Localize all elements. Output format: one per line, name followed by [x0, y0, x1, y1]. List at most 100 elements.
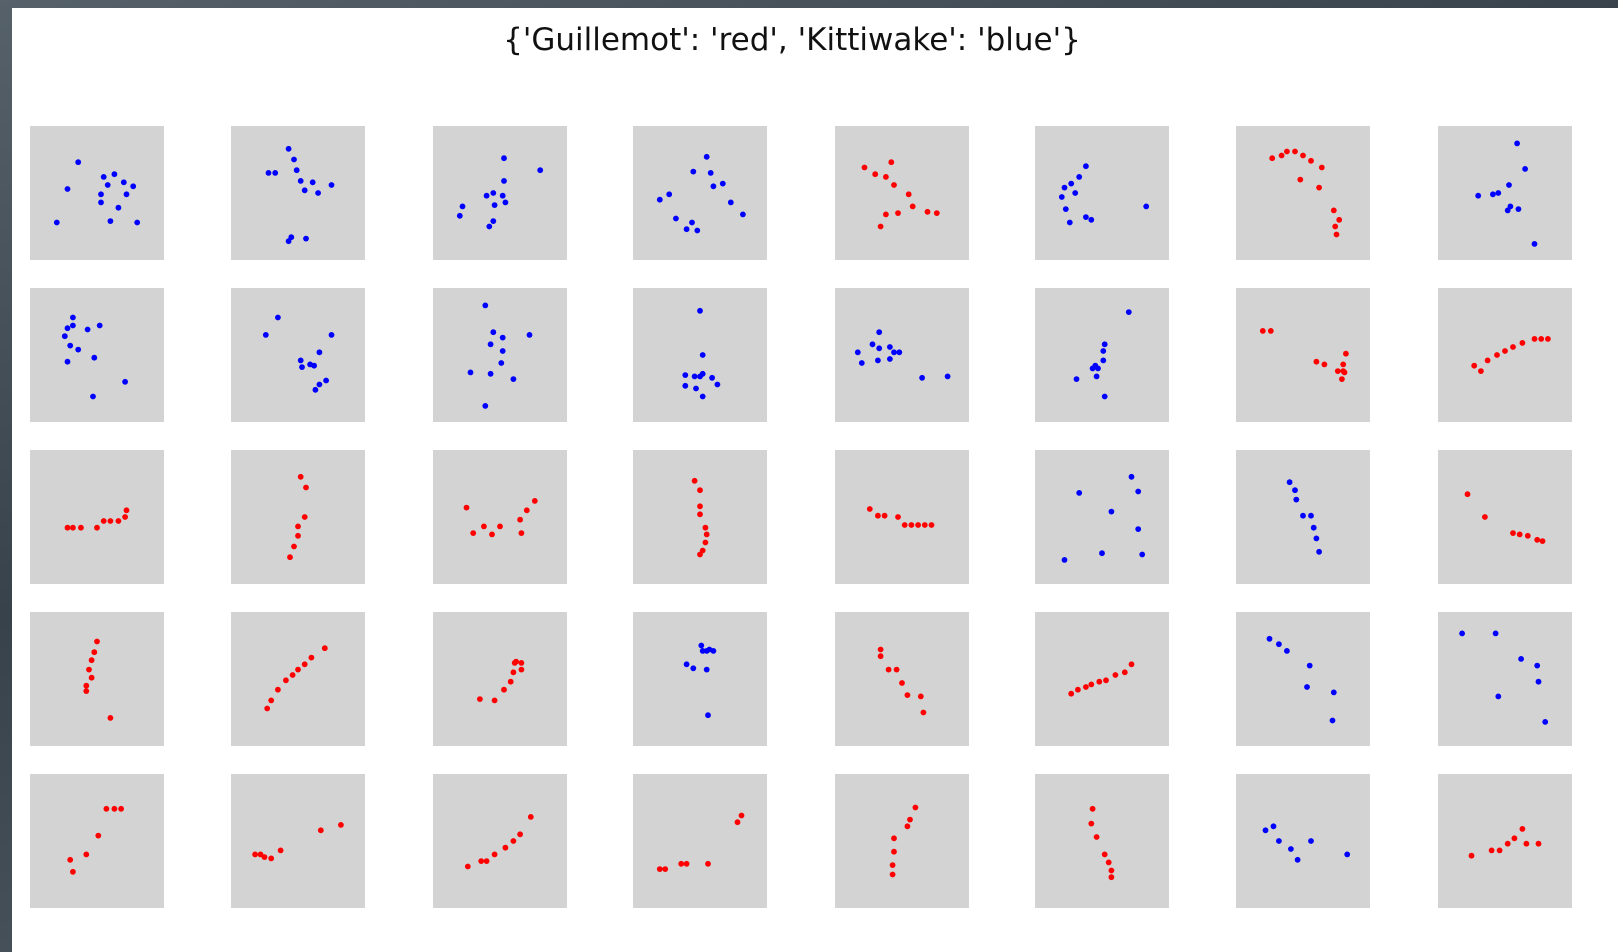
data-point: [1484, 357, 1491, 364]
panel-background: [231, 450, 365, 584]
data-point: [1321, 361, 1328, 368]
data-point: [1266, 635, 1273, 642]
data-point: [1294, 856, 1301, 863]
data-point: [702, 539, 709, 546]
data-point: [328, 332, 335, 338]
data-point: [277, 847, 284, 854]
data-point: [1523, 840, 1530, 847]
data-point: [895, 514, 901, 520]
data-point: [709, 374, 715, 381]
data-point: [719, 180, 726, 187]
data-point: [499, 348, 506, 354]
data-point: [299, 364, 305, 370]
data-point: [887, 344, 893, 350]
scatter-panel: [1035, 450, 1169, 584]
data-point: [876, 329, 883, 336]
data-point: [866, 506, 873, 512]
panel-background: [433, 774, 567, 908]
data-point: [1495, 693, 1502, 700]
data-point: [83, 682, 90, 689]
data-point: [1534, 536, 1541, 543]
data-point: [285, 145, 292, 152]
data-point: [896, 349, 903, 356]
data-point: [291, 156, 297, 163]
data-point: [1288, 846, 1294, 852]
data-point: [703, 153, 710, 160]
data-point: [1072, 190, 1079, 196]
scatter-panel: [231, 450, 365, 584]
data-point: [501, 178, 507, 184]
panel-background: [231, 126, 365, 260]
data-point: [293, 167, 300, 174]
scatter-panel: [835, 450, 969, 584]
data-point: [1478, 368, 1484, 374]
data-point: [1519, 340, 1526, 346]
panel-background: [1236, 612, 1370, 746]
scatter-panel: [30, 126, 164, 260]
data-point: [103, 805, 110, 812]
data-point: [1083, 214, 1089, 221]
data-point: [1308, 838, 1314, 844]
data-point: [303, 235, 309, 242]
data-point: [710, 648, 717, 654]
data-point: [315, 190, 321, 196]
data-point: [1318, 164, 1325, 171]
data-point: [1286, 479, 1293, 486]
data-point: [487, 341, 494, 348]
data-point: [690, 168, 697, 175]
data-point: [470, 530, 477, 536]
data-point: [78, 524, 84, 531]
data-point: [928, 522, 935, 528]
data-point: [705, 860, 711, 867]
data-point: [261, 854, 268, 860]
data-point: [697, 307, 703, 314]
scatter-panel: [30, 612, 164, 746]
data-point: [499, 192, 506, 199]
data-point: [70, 314, 76, 321]
data-point: [1088, 820, 1095, 827]
data-point: [526, 332, 533, 338]
data-point: [899, 680, 905, 686]
data-point: [477, 696, 483, 702]
data-point: [1300, 512, 1306, 519]
data-point: [869, 341, 876, 348]
data-point: [1333, 231, 1340, 238]
data-point: [924, 208, 931, 215]
data-point: [698, 642, 705, 649]
data-point: [1535, 840, 1542, 847]
data-point: [90, 393, 96, 400]
data-point: [64, 325, 71, 332]
data-point: [1506, 182, 1512, 188]
data-point: [1306, 662, 1313, 669]
scatter-panel: [1438, 126, 1572, 260]
scatter-panel: [1236, 774, 1370, 908]
data-point: [705, 712, 711, 719]
data-point: [699, 370, 706, 377]
scatter-panel: [1035, 774, 1169, 908]
data-point: [120, 179, 127, 186]
data-point: [888, 159, 895, 166]
panel-background: [30, 450, 164, 584]
data-point: [498, 360, 505, 366]
data-point: [1076, 174, 1083, 180]
data-point: [1334, 368, 1341, 374]
scatter-panel: [231, 288, 365, 422]
data-point: [920, 709, 927, 716]
data-point: [491, 202, 498, 209]
scatter-panel: [633, 126, 767, 260]
scatter-panel: [30, 774, 164, 908]
data-point: [316, 381, 323, 388]
data-point: [694, 227, 701, 234]
data-point: [70, 524, 76, 531]
data-point: [499, 334, 506, 341]
data-point: [1128, 473, 1135, 480]
panel-background: [1035, 612, 1169, 746]
scatter-panel: [1035, 288, 1169, 422]
data-point: [67, 856, 74, 863]
data-point: [275, 314, 281, 321]
scatter-panel: [835, 612, 969, 746]
scatter-panel: [433, 450, 567, 584]
panel-background: [433, 126, 567, 260]
data-point: [53, 219, 60, 226]
panel-background: [835, 612, 969, 746]
